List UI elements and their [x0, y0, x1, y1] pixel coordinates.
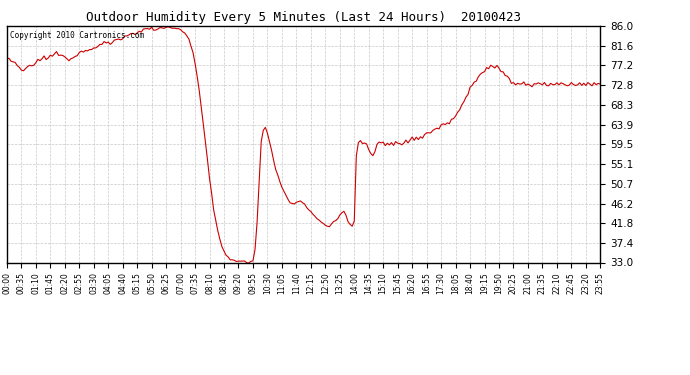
- Title: Outdoor Humidity Every 5 Minutes (Last 24 Hours)  20100423: Outdoor Humidity Every 5 Minutes (Last 2…: [86, 11, 521, 24]
- Text: Copyright 2010 Cartronics.com: Copyright 2010 Cartronics.com: [10, 31, 144, 40]
